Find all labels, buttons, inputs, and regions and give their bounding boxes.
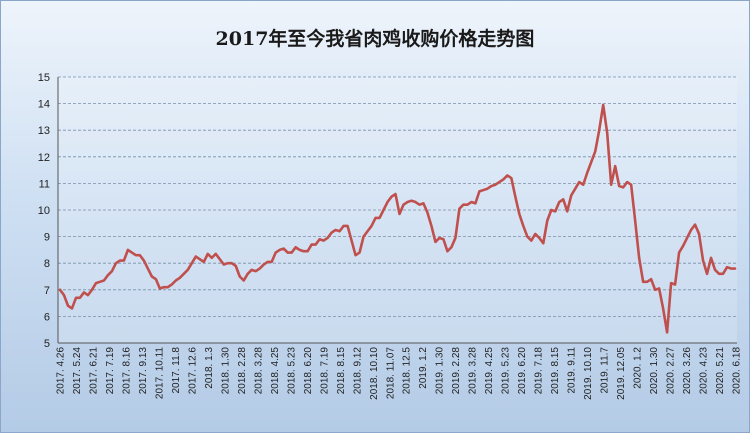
- x-tick-label: 2018. 7.19: [319, 347, 330, 395]
- x-tick-label: 2018. 5.23: [286, 347, 297, 395]
- y-tick-label: 14: [38, 99, 50, 111]
- x-tick-label: 2019. 12.05: [616, 347, 627, 400]
- y-tick-label: 10: [38, 205, 50, 217]
- y-tick-label: 7: [44, 285, 50, 297]
- y-tick-label: 8: [44, 258, 50, 270]
- x-tick-label: 2018. 1.3: [204, 347, 215, 389]
- x-tick-label: 2018. 11.07: [385, 347, 396, 400]
- x-tick-label: 2018. 10.10: [369, 347, 380, 400]
- x-axis: 2017. 4.26 2017. 5.24 2017. 6.21 2017. 7.19…: [56, 342, 743, 400]
- x-tick-label: 2017. 6.21: [88, 347, 99, 395]
- y-tick-label: 15: [38, 72, 50, 84]
- x-tick-label: 2019. 3.28: [468, 347, 479, 395]
- x-tick-label: 2020. 4.23: [699, 347, 710, 395]
- x-tick-label: 2019. 7.18: [534, 347, 545, 395]
- x-tick-label: 2020. 5.21: [715, 347, 726, 395]
- x-tick-label: 2019. 6.20: [517, 347, 528, 395]
- x-tick-label: 2017. 8.16: [121, 347, 132, 395]
- price-series-line: [58, 103, 737, 334]
- x-tick-label: 2020. 2.27: [666, 347, 677, 395]
- x-tick-label: 2020. 6.18: [732, 347, 743, 395]
- x-tick-label: 2019. 1.30: [435, 347, 446, 395]
- x-tick-label: 2017. 12.6: [187, 347, 198, 395]
- x-tick-label: 2018. 8.15: [336, 347, 347, 395]
- chart-title: 2017年至今我省肉鸡收购价格走势图: [215, 28, 535, 50]
- x-tick-label: 2020. 1.30: [649, 347, 660, 395]
- x-tick-label: 2018. 6.20: [303, 347, 314, 395]
- x-tick-label: 2019. 11.7: [600, 347, 611, 394]
- x-tick-label: 2017. 5.24: [72, 347, 83, 395]
- x-tick-label: 2020. 3.26: [682, 347, 693, 395]
- x-tick-label: 2019. 9.11: [567, 347, 578, 394]
- x-tick-label: 2017. 10.11: [154, 347, 165, 400]
- x-tick-label: 2018. 3.28: [253, 347, 264, 395]
- x-tick-label: 2017. 11.8: [171, 347, 182, 394]
- x-tick-label: 2020. 1.2: [633, 347, 644, 389]
- x-tick-label: 2019. 8.15: [550, 347, 561, 395]
- x-tick-label: 2019. 4.25: [484, 347, 495, 395]
- gridlines: [58, 76, 737, 317]
- x-tick-label: 2019. 1.2: [418, 347, 429, 389]
- series-layer: [58, 103, 737, 334]
- x-tick-label: 2018. 12.5: [402, 347, 413, 395]
- x-tick-label: 2017. 9.13: [138, 347, 149, 395]
- y-tick-label: 13: [38, 125, 50, 137]
- x-tick-label: 2017. 4.26: [56, 347, 67, 395]
- x-tick-label: 2018. 4.25: [270, 347, 281, 395]
- x-tick-label: 2018. 9.12: [352, 347, 363, 395]
- x-tick-label: 2019. 2.28: [451, 347, 462, 395]
- y-tick-label: 12: [38, 152, 50, 164]
- y-axis: 5 6 7 8 9 10 11 12 13 14 15: [38, 72, 59, 350]
- x-tick-label: 2018. 2.28: [237, 347, 248, 395]
- y-tick-label: 5: [44, 338, 50, 350]
- x-tick-label: 2019. 5.23: [501, 347, 512, 395]
- x-tick-label: 2018. 1.30: [220, 347, 231, 395]
- y-tick-label: 11: [39, 178, 50, 190]
- x-tick-label: 2017. 7.19: [105, 347, 116, 395]
- x-tick-label: 2019. 10.10: [583, 347, 594, 400]
- y-tick-label: 6: [44, 311, 50, 323]
- y-tick-label: 9: [44, 232, 50, 244]
